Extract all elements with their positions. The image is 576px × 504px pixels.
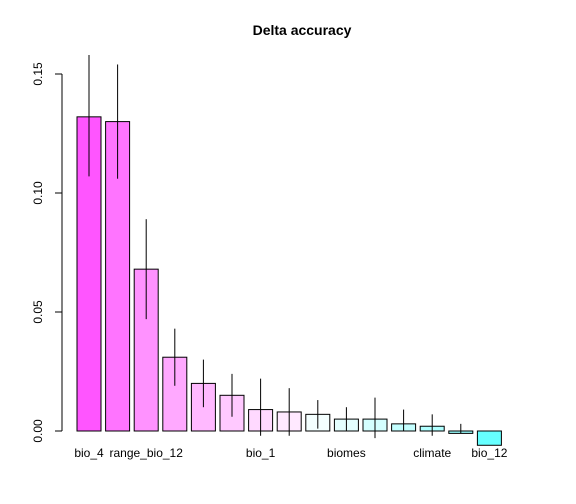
y-axis: 0.00 0.05 0.10 0.15	[31, 62, 63, 443]
chart-title: Delta accuracy	[253, 22, 352, 38]
error-bars-group	[88, 54, 462, 439]
y-tick-label: 0.10	[31, 181, 45, 205]
category-label-13: climate	[413, 446, 451, 460]
bar-2	[105, 121, 131, 432]
y-tick-label: 0.15	[31, 62, 45, 86]
y-tick-label: 0.05	[31, 300, 45, 324]
category-label-3: range_bio_12	[109, 446, 183, 460]
category-label-15: bio_12	[471, 446, 507, 460]
bars-group	[76, 116, 502, 446]
y-tick-label: 0.00	[31, 419, 45, 443]
bar-15	[476, 430, 502, 446]
category-labels-group: bio_4 range_bio_12 bio_1 biomes climate bio_1…	[74, 446, 507, 460]
category-label-10: biomes	[327, 446, 366, 460]
category-label-1: bio_4	[74, 446, 104, 460]
category-label-7: bio_1	[246, 446, 276, 460]
